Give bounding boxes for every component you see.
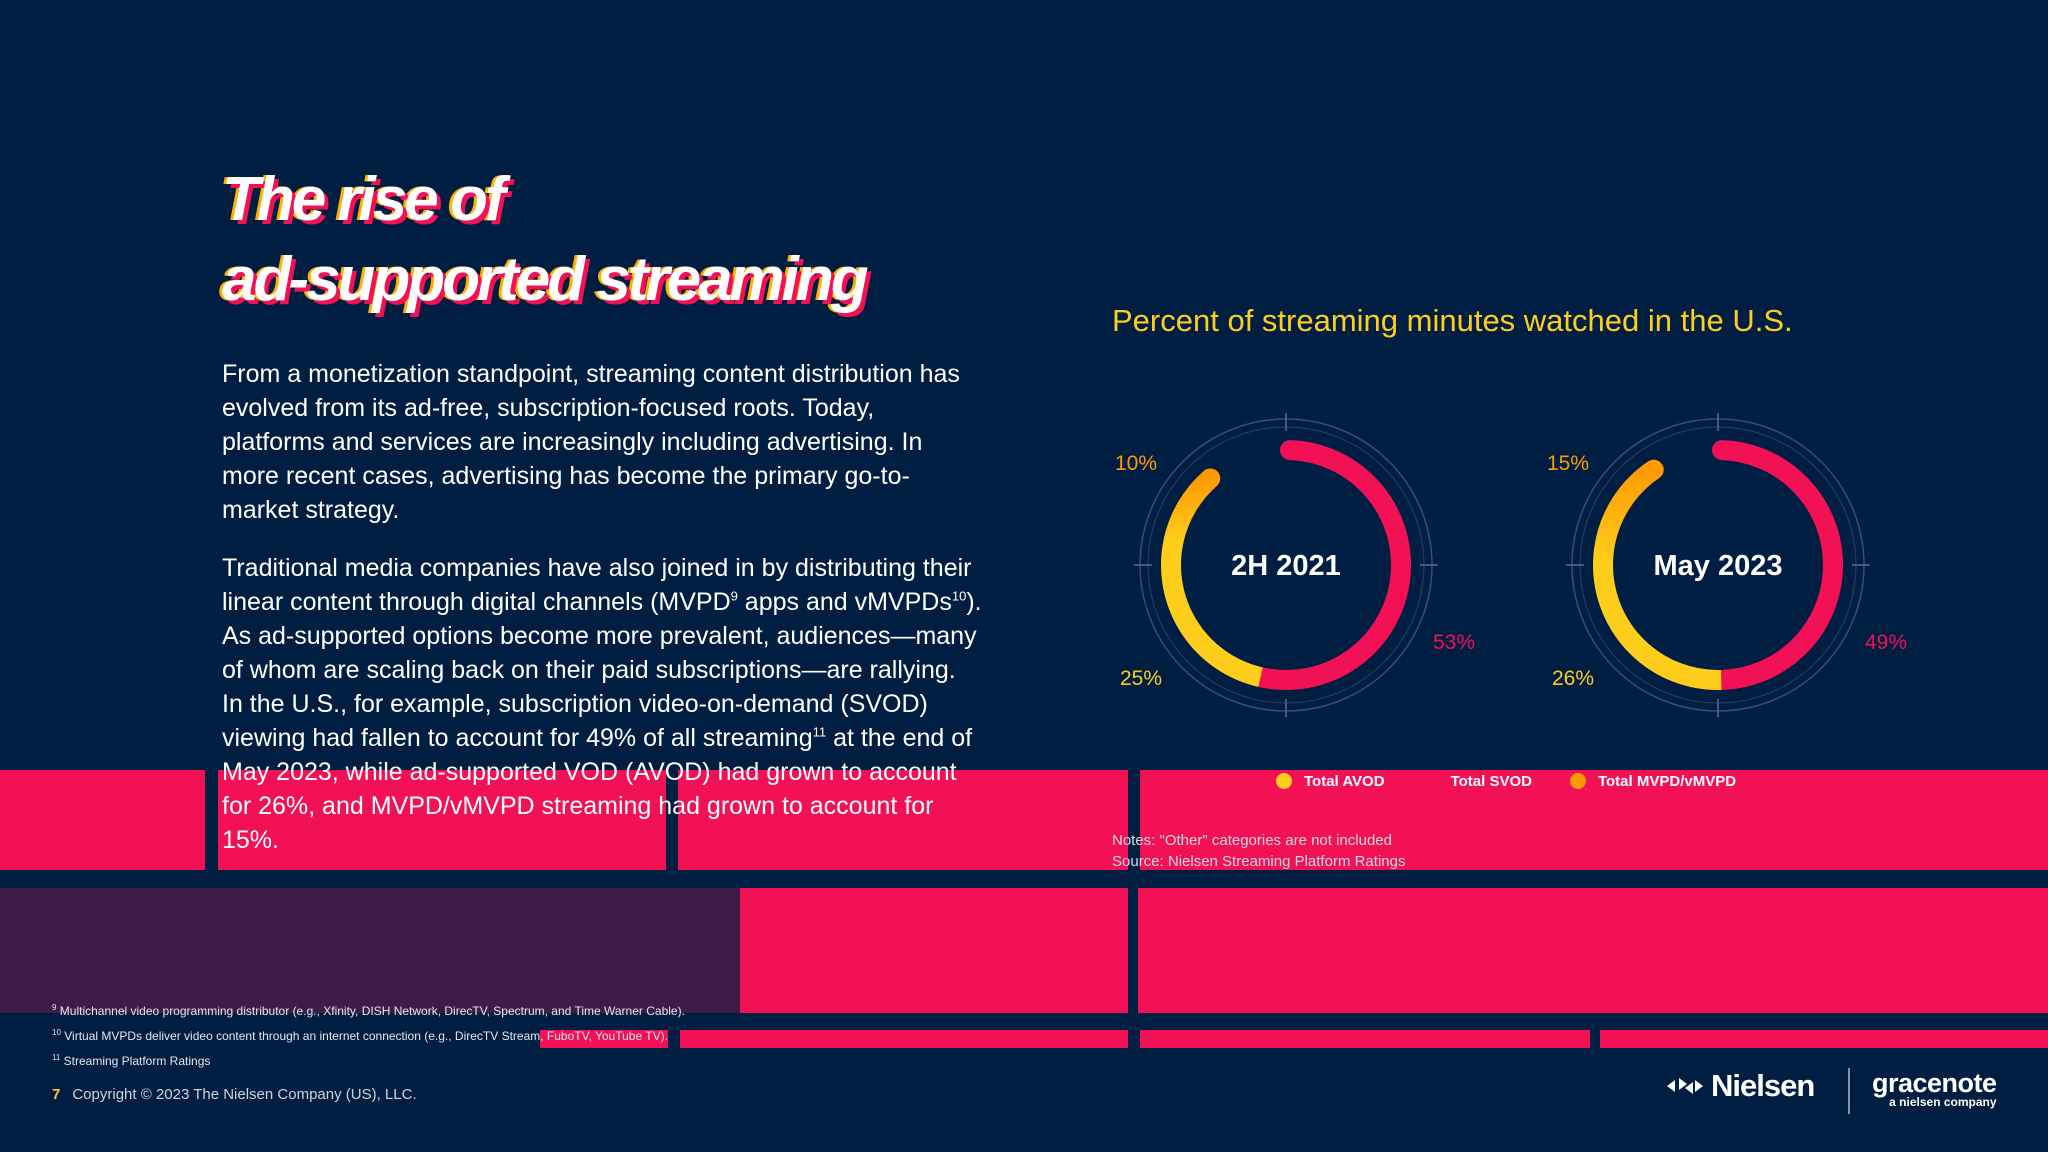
logo-divider [1848,1068,1850,1114]
legend-label-svod: Total SVOD [1450,772,1532,790]
label-avod-percent: 25% [1120,667,1162,690]
nielsen-mark-icon [1667,1078,1703,1094]
donut-segment-svod [1250,440,1411,690]
decor-band-dark [0,888,740,1013]
paragraph-2-part-a: Traditional media companies have also jo… [222,554,972,616]
label-mvpd-percent: 10% [1115,452,1157,475]
footnotes: 9 Multichannel video programming distrib… [52,997,685,1072]
footer-copyright: 7 Copyright © 2023 The Nielsen Company (U… [52,1086,417,1103]
page-number: 7 [52,1086,61,1103]
donut-segment-avod [1161,537,1263,687]
title-line-2: ad-supported streaming [222,245,869,314]
gracenote-logo: gracenote a nielsen company [1872,1068,1997,1109]
label-svod-percent: 49% [1865,631,1907,654]
footnote-9-number: 9 [52,1003,57,1012]
footnote-9-text: Multichannel video programming distribut… [56,1004,685,1018]
legend-swatch-mvpd [1569,773,1586,789]
footnote-10-text: Virtual MVPDs deliver video content thro… [60,1029,668,1043]
footnote-ref-9: 9 [730,588,738,604]
legend-label-mvpd: Total MVPD/vMVPD [1597,772,1737,790]
notes-line: Notes: "Other" categories are not includ… [1112,832,1392,849]
footnote-11-text: Streaming Platform Ratings [60,1054,211,1068]
donut-segment-mvpd [1593,459,1664,571]
decor-band-10 [1600,1030,2048,1048]
decor-band-5 [740,888,1128,1013]
paragraph-2-part-c: ). As ad-supported options become more p… [222,588,982,752]
gracenote-logo-subtext: a nielsen company [1889,1095,1997,1109]
label-avod-percent: 26% [1552,667,1594,690]
decor-band-3 [678,770,1128,870]
decor-band-1 [0,770,205,870]
label-mvpd-percent: 15% [1547,452,1589,475]
footnote-ref-11: 11 [812,724,827,740]
donut-center-label: 2H 2021 [1231,550,1341,582]
footnote-11: 11 Streaming Platform Ratings [52,1047,685,1072]
donut-chart-may-2023: May 2023 15% 49% 26% [1547,413,1907,717]
nielsen-logo: Nielsen [1665,1068,1815,1104]
donut-center-label: May 2023 [1654,550,1783,582]
source-line: Source: Nielsen Streaming Platform Ratin… [1112,853,1406,870]
page-title: The rise of ad-supported streaming [222,160,1022,320]
decor-band-4 [1140,770,2048,870]
donut-chart-2h-2021: 2H 2021 10% 53% 25% [1115,413,1475,717]
paragraph-2: Traditional media companies have also jo… [222,551,982,857]
legend-swatch-svod [1422,773,1439,789]
legend-item-svod: Total SVOD [1422,772,1532,790]
copyright-text: Copyright © 2023 The Nielsen Company (US… [72,1086,417,1103]
paragraph-2-part-d: at the end of May 2023, while ad-support… [222,724,973,854]
donut-segment-avod [1593,560,1722,690]
chart-title: Percent of streaming minutes watched in … [1112,303,1793,338]
decor-band-8 [680,1030,1128,1048]
paragraph-2-part-b: apps and vMVPDs [737,588,952,616]
chart-legend: Total AVOD Total SVOD Total MVPD/vMVPD [1276,770,1774,792]
donut-segment-svod [1711,440,1843,690]
decor-band-9 [1140,1030,1590,1048]
decor-band-2 [218,770,666,870]
decor-band-7 [540,1030,668,1048]
title-line-1: The rise of [222,165,506,234]
footnote-10: 10 Virtual MVPDs deliver video content t… [52,1022,685,1047]
gracenote-logo-text: gracenote [1872,1068,1997,1098]
footnote-11-number: 11 [52,1053,61,1062]
legend-label-avod: Total AVOD [1304,772,1385,790]
label-svod-percent: 53% [1433,631,1475,654]
legend-item-avod: Total AVOD [1276,773,1385,790]
footnote-10-number: 10 [52,1028,61,1037]
nielsen-logo-text: Nielsen [1711,1068,1815,1103]
footnote-ref-10: 10 [951,588,967,604]
decor-band-6 [1138,888,2048,1013]
chart-notes: Notes: "Other" categories are not includ… [1112,830,1405,872]
footnote-9: 9 Multichannel video programming distrib… [52,997,685,1022]
legend-swatch-avod [1276,773,1292,789]
paragraph-1: From a monetization standpoint, streamin… [222,360,960,524]
legend-item-mvpd: Total MVPD/vMVPD [1569,772,1737,790]
donut-segment-mvpd [1163,468,1221,550]
